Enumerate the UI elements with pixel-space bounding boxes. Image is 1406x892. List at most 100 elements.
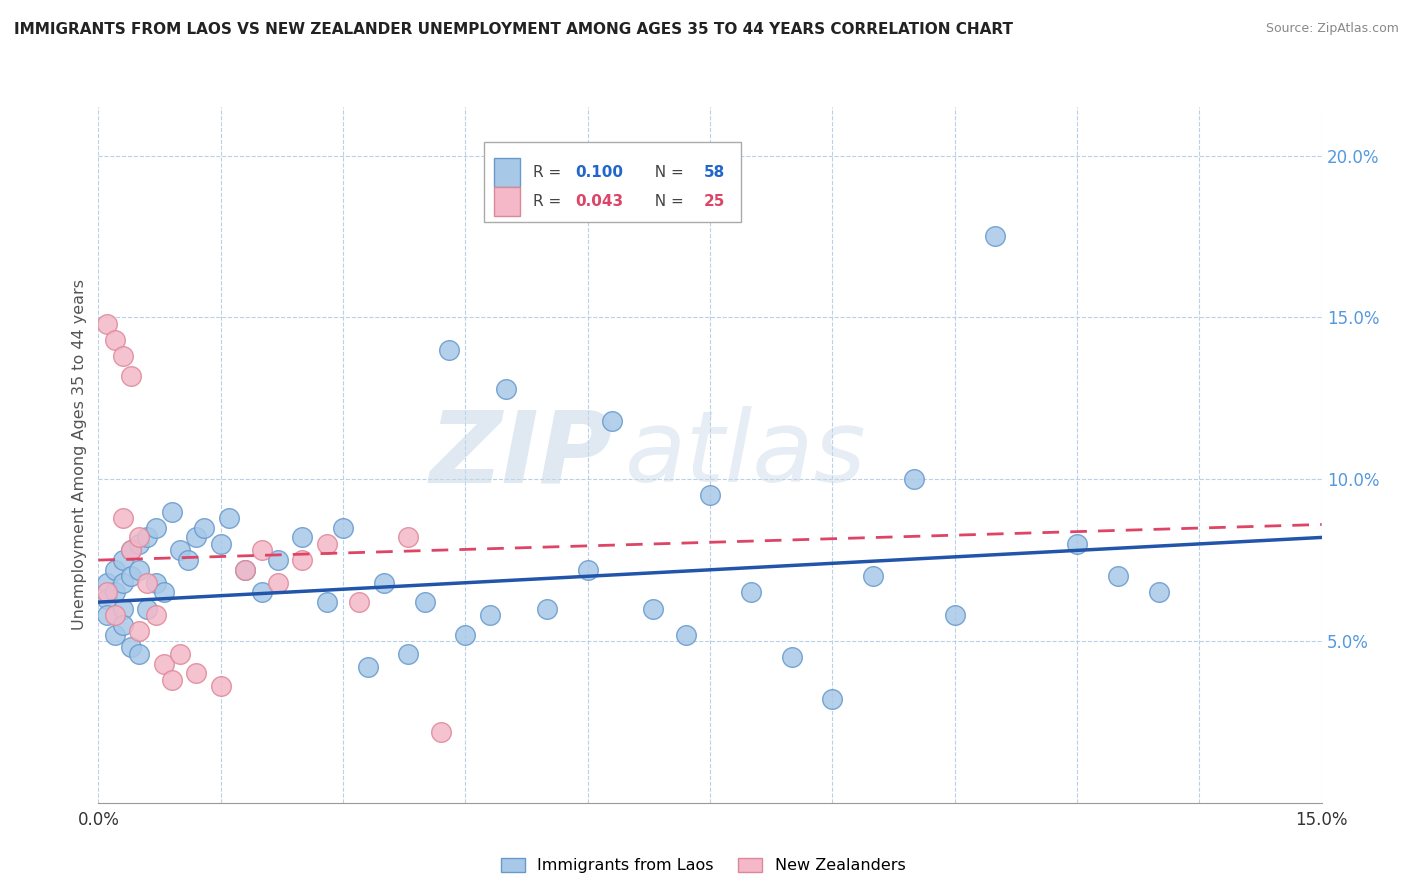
- Point: [862, 569, 884, 583]
- Text: 0.043: 0.043: [575, 194, 624, 210]
- Point: [145, 575, 167, 590]
- Point: [1066, 537, 1088, 551]
- Point: [291, 553, 314, 567]
- Point: [396, 531, 419, 545]
- Text: 25: 25: [704, 194, 725, 210]
- Point: [128, 531, 150, 545]
- Point: [373, 575, 395, 590]
- Point: [1107, 569, 1129, 583]
- Point: [699, 488, 721, 502]
- Point: [675, 627, 697, 641]
- Point: [356, 660, 378, 674]
- Point: [576, 563, 599, 577]
- Point: [169, 647, 191, 661]
- FancyBboxPatch shape: [494, 158, 520, 186]
- Point: [104, 563, 127, 577]
- Point: [209, 537, 232, 551]
- Point: [104, 333, 127, 347]
- Point: [104, 608, 127, 623]
- Point: [740, 585, 762, 599]
- Point: [120, 569, 142, 583]
- Point: [111, 511, 134, 525]
- Point: [780, 650, 803, 665]
- Point: [267, 575, 290, 590]
- Point: [104, 627, 127, 641]
- Point: [120, 543, 142, 558]
- Point: [315, 537, 337, 551]
- Point: [152, 657, 174, 671]
- Point: [104, 585, 127, 599]
- Point: [96, 575, 118, 590]
- Point: [145, 608, 167, 623]
- Point: [111, 575, 134, 590]
- Point: [600, 414, 623, 428]
- Point: [136, 601, 159, 615]
- Text: R =: R =: [533, 165, 565, 179]
- Point: [128, 647, 150, 661]
- Text: ZIP: ZIP: [429, 407, 612, 503]
- Point: [128, 537, 150, 551]
- Text: R =: R =: [533, 194, 565, 210]
- Text: 58: 58: [704, 165, 725, 179]
- Point: [193, 521, 215, 535]
- Point: [250, 585, 273, 599]
- Point: [984, 229, 1007, 244]
- Point: [396, 647, 419, 661]
- Point: [120, 640, 142, 655]
- Point: [478, 608, 501, 623]
- Point: [160, 673, 183, 687]
- Point: [454, 627, 477, 641]
- Point: [209, 679, 232, 693]
- Point: [233, 563, 256, 577]
- FancyBboxPatch shape: [494, 187, 520, 217]
- Text: IMMIGRANTS FROM LAOS VS NEW ZEALANDER UNEMPLOYMENT AMONG AGES 35 TO 44 YEARS COR: IMMIGRANTS FROM LAOS VS NEW ZEALANDER UN…: [14, 22, 1014, 37]
- Point: [218, 511, 240, 525]
- Point: [186, 666, 208, 681]
- Point: [495, 382, 517, 396]
- Point: [111, 617, 134, 632]
- Point: [903, 472, 925, 486]
- Point: [413, 595, 436, 609]
- Point: [177, 553, 200, 567]
- Point: [267, 553, 290, 567]
- Point: [128, 624, 150, 639]
- Point: [96, 317, 118, 331]
- Point: [291, 531, 314, 545]
- Point: [430, 724, 453, 739]
- Point: [943, 608, 966, 623]
- Point: [1147, 585, 1170, 599]
- Point: [111, 553, 134, 567]
- Point: [437, 343, 460, 357]
- Point: [111, 601, 134, 615]
- Point: [145, 521, 167, 535]
- Legend: Immigrants from Laos, New Zealanders: Immigrants from Laos, New Zealanders: [495, 851, 911, 880]
- Text: N =: N =: [645, 165, 689, 179]
- Point: [136, 531, 159, 545]
- Point: [641, 601, 664, 615]
- Text: atlas: atlas: [624, 407, 866, 503]
- Point: [332, 521, 354, 535]
- Text: N =: N =: [645, 194, 689, 210]
- Point: [96, 608, 118, 623]
- Point: [250, 543, 273, 558]
- Text: 0.100: 0.100: [575, 165, 623, 179]
- Point: [152, 585, 174, 599]
- Point: [349, 595, 371, 609]
- Point: [96, 585, 118, 599]
- Text: Source: ZipAtlas.com: Source: ZipAtlas.com: [1265, 22, 1399, 36]
- Point: [233, 563, 256, 577]
- Point: [120, 368, 142, 383]
- Point: [315, 595, 337, 609]
- Point: [169, 543, 191, 558]
- Point: [111, 349, 134, 363]
- Point: [536, 601, 558, 615]
- Y-axis label: Unemployment Among Ages 35 to 44 years: Unemployment Among Ages 35 to 44 years: [72, 279, 87, 631]
- Point: [160, 504, 183, 518]
- Point: [96, 591, 118, 606]
- Point: [136, 575, 159, 590]
- Point: [821, 692, 844, 706]
- FancyBboxPatch shape: [484, 142, 741, 222]
- Point: [120, 543, 142, 558]
- Point: [128, 563, 150, 577]
- Point: [186, 531, 208, 545]
